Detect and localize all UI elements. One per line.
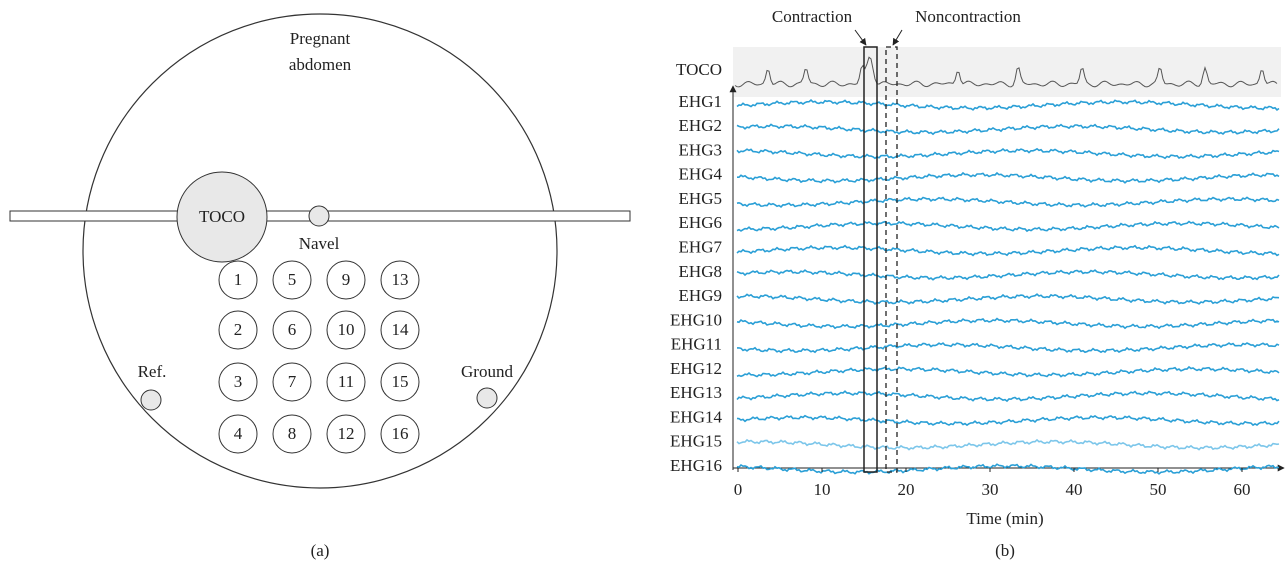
toco-sensor (176, 171, 268, 263)
electrode-label: 16 (392, 424, 409, 443)
electrode-label: 5 (288, 270, 297, 289)
noncontraction-label: Noncontraction (915, 7, 1021, 26)
caption: (b) (995, 541, 1015, 560)
ehg-trace (736, 269, 1280, 281)
ground-electrode (476, 387, 498, 409)
electrode (218, 414, 258, 454)
ehg-trace (736, 414, 1280, 427)
electrode (218, 260, 258, 300)
ehg-trace (736, 317, 1280, 330)
electrode (326, 362, 366, 402)
electrode-label: 11 (338, 372, 354, 391)
x-tick-label: 30 (982, 480, 999, 499)
channel-label: EHG10 (670, 310, 722, 329)
electrode (272, 310, 312, 350)
channel-label: EHG6 (679, 213, 722, 232)
electrode-label: 14 (392, 320, 410, 339)
ehg-trace (736, 244, 1280, 257)
electrode-label: 9 (342, 270, 351, 289)
electrode (380, 310, 420, 350)
channel-label: EHG9 (679, 286, 722, 305)
toco-label: TOCO (676, 60, 722, 79)
ehg-trace (736, 123, 1280, 136)
electrode (218, 362, 258, 402)
x-tick-label: 20 (898, 480, 915, 499)
caption: (a) (311, 541, 330, 560)
abdomen-label: abdomen (289, 55, 352, 74)
x-tick-label: 10 (814, 480, 831, 499)
noncontraction-window (885, 46, 898, 473)
electrode-label: 10 (338, 320, 355, 339)
ehg-trace (736, 196, 1280, 208)
channel-label: EHG11 (671, 335, 722, 354)
ehg-trace (736, 463, 1280, 475)
panel-a: Pregnant abdomen TOCO Navel Ref. Ground … (9, 13, 631, 560)
channel-label: EHG8 (679, 262, 722, 281)
x-tick-label: 60 (1234, 480, 1251, 499)
abdomen-outline (82, 13, 558, 489)
ehg-trace (736, 365, 1280, 378)
electrode-label: 3 (234, 372, 243, 391)
x-tick-label: 0 (734, 480, 743, 499)
x-tick-label: 50 (1150, 480, 1167, 499)
ehg-trace (736, 293, 1280, 305)
toco-trace (734, 56, 1278, 88)
electrode (272, 362, 312, 402)
channel-label: EHG12 (670, 359, 722, 378)
ehg-trace (737, 342, 1280, 354)
contraction-label: Contraction (772, 7, 853, 26)
ehg-trace (736, 438, 1280, 451)
electrode-label: 8 (288, 424, 297, 443)
channel-label: EHG1 (679, 92, 722, 111)
electrode (218, 310, 258, 350)
electrode (272, 260, 312, 300)
ehg-trace (736, 99, 1280, 111)
electrode-label: 1 (234, 270, 243, 289)
ehg-trace (736, 390, 1280, 403)
arrow (854, 29, 867, 46)
navel-label: Navel (299, 234, 340, 253)
channel-label: EHG14 (670, 407, 722, 426)
electrode-label: 6 (288, 320, 297, 339)
reference-label: Ref. (138, 362, 167, 381)
electrode (380, 362, 420, 402)
electrode (272, 414, 312, 454)
electrode (380, 414, 420, 454)
electrode (380, 260, 420, 300)
panel-b: TOCO Contraction Noncontraction Time (mi… (670, 7, 1285, 560)
ehg-trace (736, 220, 1280, 233)
abdomen-label: Pregnant (290, 29, 351, 48)
arrow (892, 29, 903, 46)
electrode-label: 7 (288, 372, 297, 391)
channel-label: EHG15 (670, 432, 722, 451)
channel-label: EHG3 (679, 140, 722, 159)
ehg-trace (736, 147, 1280, 160)
electrode-label: 12 (338, 424, 355, 443)
navel-marker (308, 205, 330, 227)
toco-label: TOCO (199, 207, 245, 226)
ehg-trace (737, 171, 1280, 184)
channel-label: EHG16 (670, 456, 722, 475)
electrode (326, 260, 366, 300)
x-axis-label: Time (min) (966, 509, 1043, 528)
contraction-window (863, 46, 878, 473)
electrode-label: 2 (234, 320, 243, 339)
channel-label: EHG13 (670, 383, 722, 402)
channel-label: EHG7 (679, 238, 723, 257)
electrode-label: 4 (234, 424, 243, 443)
channel-label: EHG2 (679, 116, 722, 135)
channel-label: EHG4 (679, 165, 723, 184)
channel-label: EHG5 (679, 189, 722, 208)
x-tick-label: 40 (1066, 480, 1083, 499)
ground-label: Ground (461, 362, 513, 381)
reference-electrode (140, 389, 162, 411)
electrode-label: 13 (392, 270, 409, 289)
electrode (326, 414, 366, 454)
toco-strip (733, 47, 1281, 97)
electrode (326, 310, 366, 350)
electrode-label: 15 (392, 372, 409, 391)
